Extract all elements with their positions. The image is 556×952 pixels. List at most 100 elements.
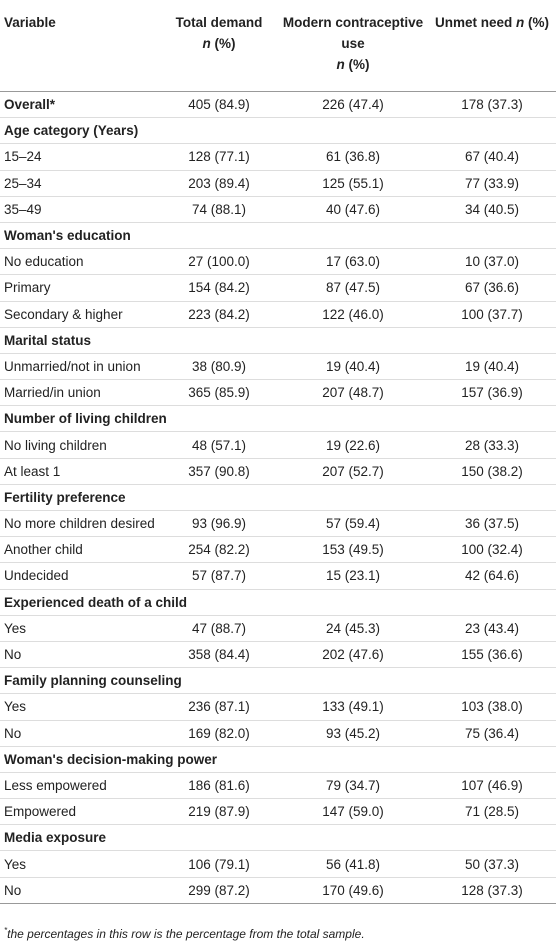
table-row: Yes 236 (87.1) 133 (49.1) 103 (38.0) bbox=[0, 693, 556, 721]
row-label: No bbox=[0, 877, 160, 904]
section-label: Media exposure bbox=[0, 824, 556, 852]
table-row: Woman's decision-making power bbox=[0, 746, 556, 773]
value-cell: 100 (32.4) bbox=[428, 536, 556, 564]
value-cell: 153 (49.5) bbox=[278, 536, 428, 564]
value-cell: 155 (36.6) bbox=[428, 641, 556, 669]
row-label: Married/in union bbox=[0, 379, 160, 407]
table-row: Experienced death of a child bbox=[0, 589, 556, 616]
header-text: (%) bbox=[214, 36, 236, 51]
value-cell: 40 (47.6) bbox=[278, 196, 428, 223]
value-cell: 19 (22.6) bbox=[278, 431, 428, 459]
table-row: Yes 106 (79.1) 56 (41.8) 50 (37.3) bbox=[0, 850, 556, 878]
value-cell: 34 (40.5) bbox=[428, 196, 556, 223]
header-text: (%) bbox=[348, 57, 370, 72]
header-cell: Variable bbox=[0, 0, 160, 92]
footnote: *the percentages in this row is the perc… bbox=[0, 904, 556, 941]
value-cell: 38 (80.9) bbox=[160, 353, 278, 381]
value-cell: 223 (84.2) bbox=[160, 301, 278, 328]
table-row: No 169 (82.0) 93 (45.2) 75 (36.4) bbox=[0, 720, 556, 747]
value-cell: 28 (33.3) bbox=[428, 431, 556, 459]
footnote-text: the percentages in this row is the perce… bbox=[7, 926, 365, 941]
value-cell: 79 (34.7) bbox=[278, 772, 428, 800]
header-text: n bbox=[202, 36, 211, 51]
table-row: No education 27 (100.0) 17 (63.0) 10 (37.0) bbox=[0, 248, 556, 276]
row-label: No living children bbox=[0, 431, 160, 459]
header-text: (%) bbox=[528, 15, 550, 30]
value-cell: 122 (46.0) bbox=[278, 301, 428, 328]
value-cell: 219 (87.9) bbox=[160, 798, 278, 826]
value-cell: 19 (40.4) bbox=[428, 353, 556, 381]
table-row: Woman's education bbox=[0, 222, 556, 250]
section-label: Family planning counseling bbox=[0, 667, 556, 695]
table-row: Fertility preference bbox=[0, 484, 556, 512]
value-cell: 19 (40.4) bbox=[278, 353, 428, 381]
value-cell: 207 (48.7) bbox=[278, 379, 428, 407]
row-label: Undecided bbox=[0, 562, 160, 590]
value-cell: 36 (37.5) bbox=[428, 510, 556, 538]
table-row: No living children 48 (57.1) 19 (22.6) 28 (… bbox=[0, 431, 556, 459]
value-cell: 48 (57.1) bbox=[160, 431, 278, 459]
value-cell: 67 (36.6) bbox=[428, 274, 556, 302]
table-row: At least 1 357 (90.8) 207 (52.7) 150 (38.2) bbox=[0, 458, 556, 485]
value-cell: 74 (88.1) bbox=[160, 196, 278, 223]
row-label: No more children desired bbox=[0, 510, 160, 538]
header-row: Variable Total demand n (%) Modern contrac… bbox=[0, 0, 556, 92]
row-label: Secondary & higher bbox=[0, 301, 160, 328]
value-cell: 147 (59.0) bbox=[278, 798, 428, 826]
value-cell: 178 (37.3) bbox=[428, 91, 556, 119]
row-label: 15–24 bbox=[0, 143, 160, 171]
table-row: Primary 154 (84.2) 87 (47.5) 67 (36.6) bbox=[0, 274, 556, 302]
value-cell: 170 (49.6) bbox=[278, 877, 428, 904]
row-label: Yes bbox=[0, 850, 160, 878]
value-cell: 103 (38.0) bbox=[428, 693, 556, 721]
value-cell: 71 (28.5) bbox=[428, 798, 556, 826]
section-label: Number of living children bbox=[0, 405, 556, 433]
value-cell: 202 (47.6) bbox=[278, 641, 428, 669]
section-label: Woman's decision-making power bbox=[0, 746, 556, 773]
row-label: 35–49 bbox=[0, 196, 160, 223]
row-label: Overall* bbox=[0, 91, 160, 119]
value-cell: 128 (77.1) bbox=[160, 143, 278, 171]
value-cell: 57 (87.7) bbox=[160, 562, 278, 590]
value-cell: 150 (38.2) bbox=[428, 458, 556, 485]
value-cell: 77 (33.9) bbox=[428, 170, 556, 197]
row-label: Yes bbox=[0, 693, 160, 721]
table-row: Family planning counseling bbox=[0, 667, 556, 695]
value-cell: 56 (41.8) bbox=[278, 850, 428, 878]
row-label: Empowered bbox=[0, 798, 160, 826]
value-cell: 405 (84.9) bbox=[160, 91, 278, 119]
section-label: Marital status bbox=[0, 327, 556, 354]
value-cell: 87 (47.5) bbox=[278, 274, 428, 302]
value-cell: 299 (87.2) bbox=[160, 877, 278, 904]
value-cell: 10 (37.0) bbox=[428, 248, 556, 276]
header-text: n bbox=[336, 57, 345, 72]
row-label: No education bbox=[0, 248, 160, 276]
value-cell: 125 (55.1) bbox=[278, 170, 428, 197]
table-row: 35–49 74 (88.1) 40 (47.6) 34 (40.5) bbox=[0, 196, 556, 223]
value-cell: 203 (89.4) bbox=[160, 170, 278, 197]
table-row: Media exposure bbox=[0, 824, 556, 852]
value-cell: 23 (43.4) bbox=[428, 615, 556, 642]
table-row: No 299 (87.2) 170 (49.6) 128 (37.3) bbox=[0, 877, 556, 904]
section-label: Age category (Years) bbox=[0, 117, 556, 145]
table-row: Secondary & higher 223 (84.2) 122 (46.0) 10… bbox=[0, 301, 556, 328]
table-row: No 358 (84.4) 202 (47.6) 155 (36.6) bbox=[0, 641, 556, 669]
value-cell: 17 (63.0) bbox=[278, 248, 428, 276]
value-cell: 169 (82.0) bbox=[160, 720, 278, 747]
value-cell: 24 (45.3) bbox=[278, 615, 428, 642]
value-cell: 57 (59.4) bbox=[278, 510, 428, 538]
value-cell: 100 (37.7) bbox=[428, 301, 556, 328]
value-cell: 207 (52.7) bbox=[278, 458, 428, 485]
value-cell: 106 (79.1) bbox=[160, 850, 278, 878]
table-row: Another child 254 (82.2) 153 (49.5) 100 (32… bbox=[0, 536, 556, 564]
value-cell: 365 (85.9) bbox=[160, 379, 278, 407]
row-label: No bbox=[0, 641, 160, 669]
row-label: Yes bbox=[0, 615, 160, 642]
value-cell: 93 (45.2) bbox=[278, 720, 428, 747]
value-cell: 128 (37.3) bbox=[428, 877, 556, 904]
header-text: Modern contraceptive use bbox=[282, 15, 424, 51]
header-text: Unmet need bbox=[434, 15, 513, 30]
value-cell: 107 (46.9) bbox=[428, 772, 556, 800]
table-row: Empowered 219 (87.9) 147 (59.0) 71 (28.5) bbox=[0, 798, 556, 826]
